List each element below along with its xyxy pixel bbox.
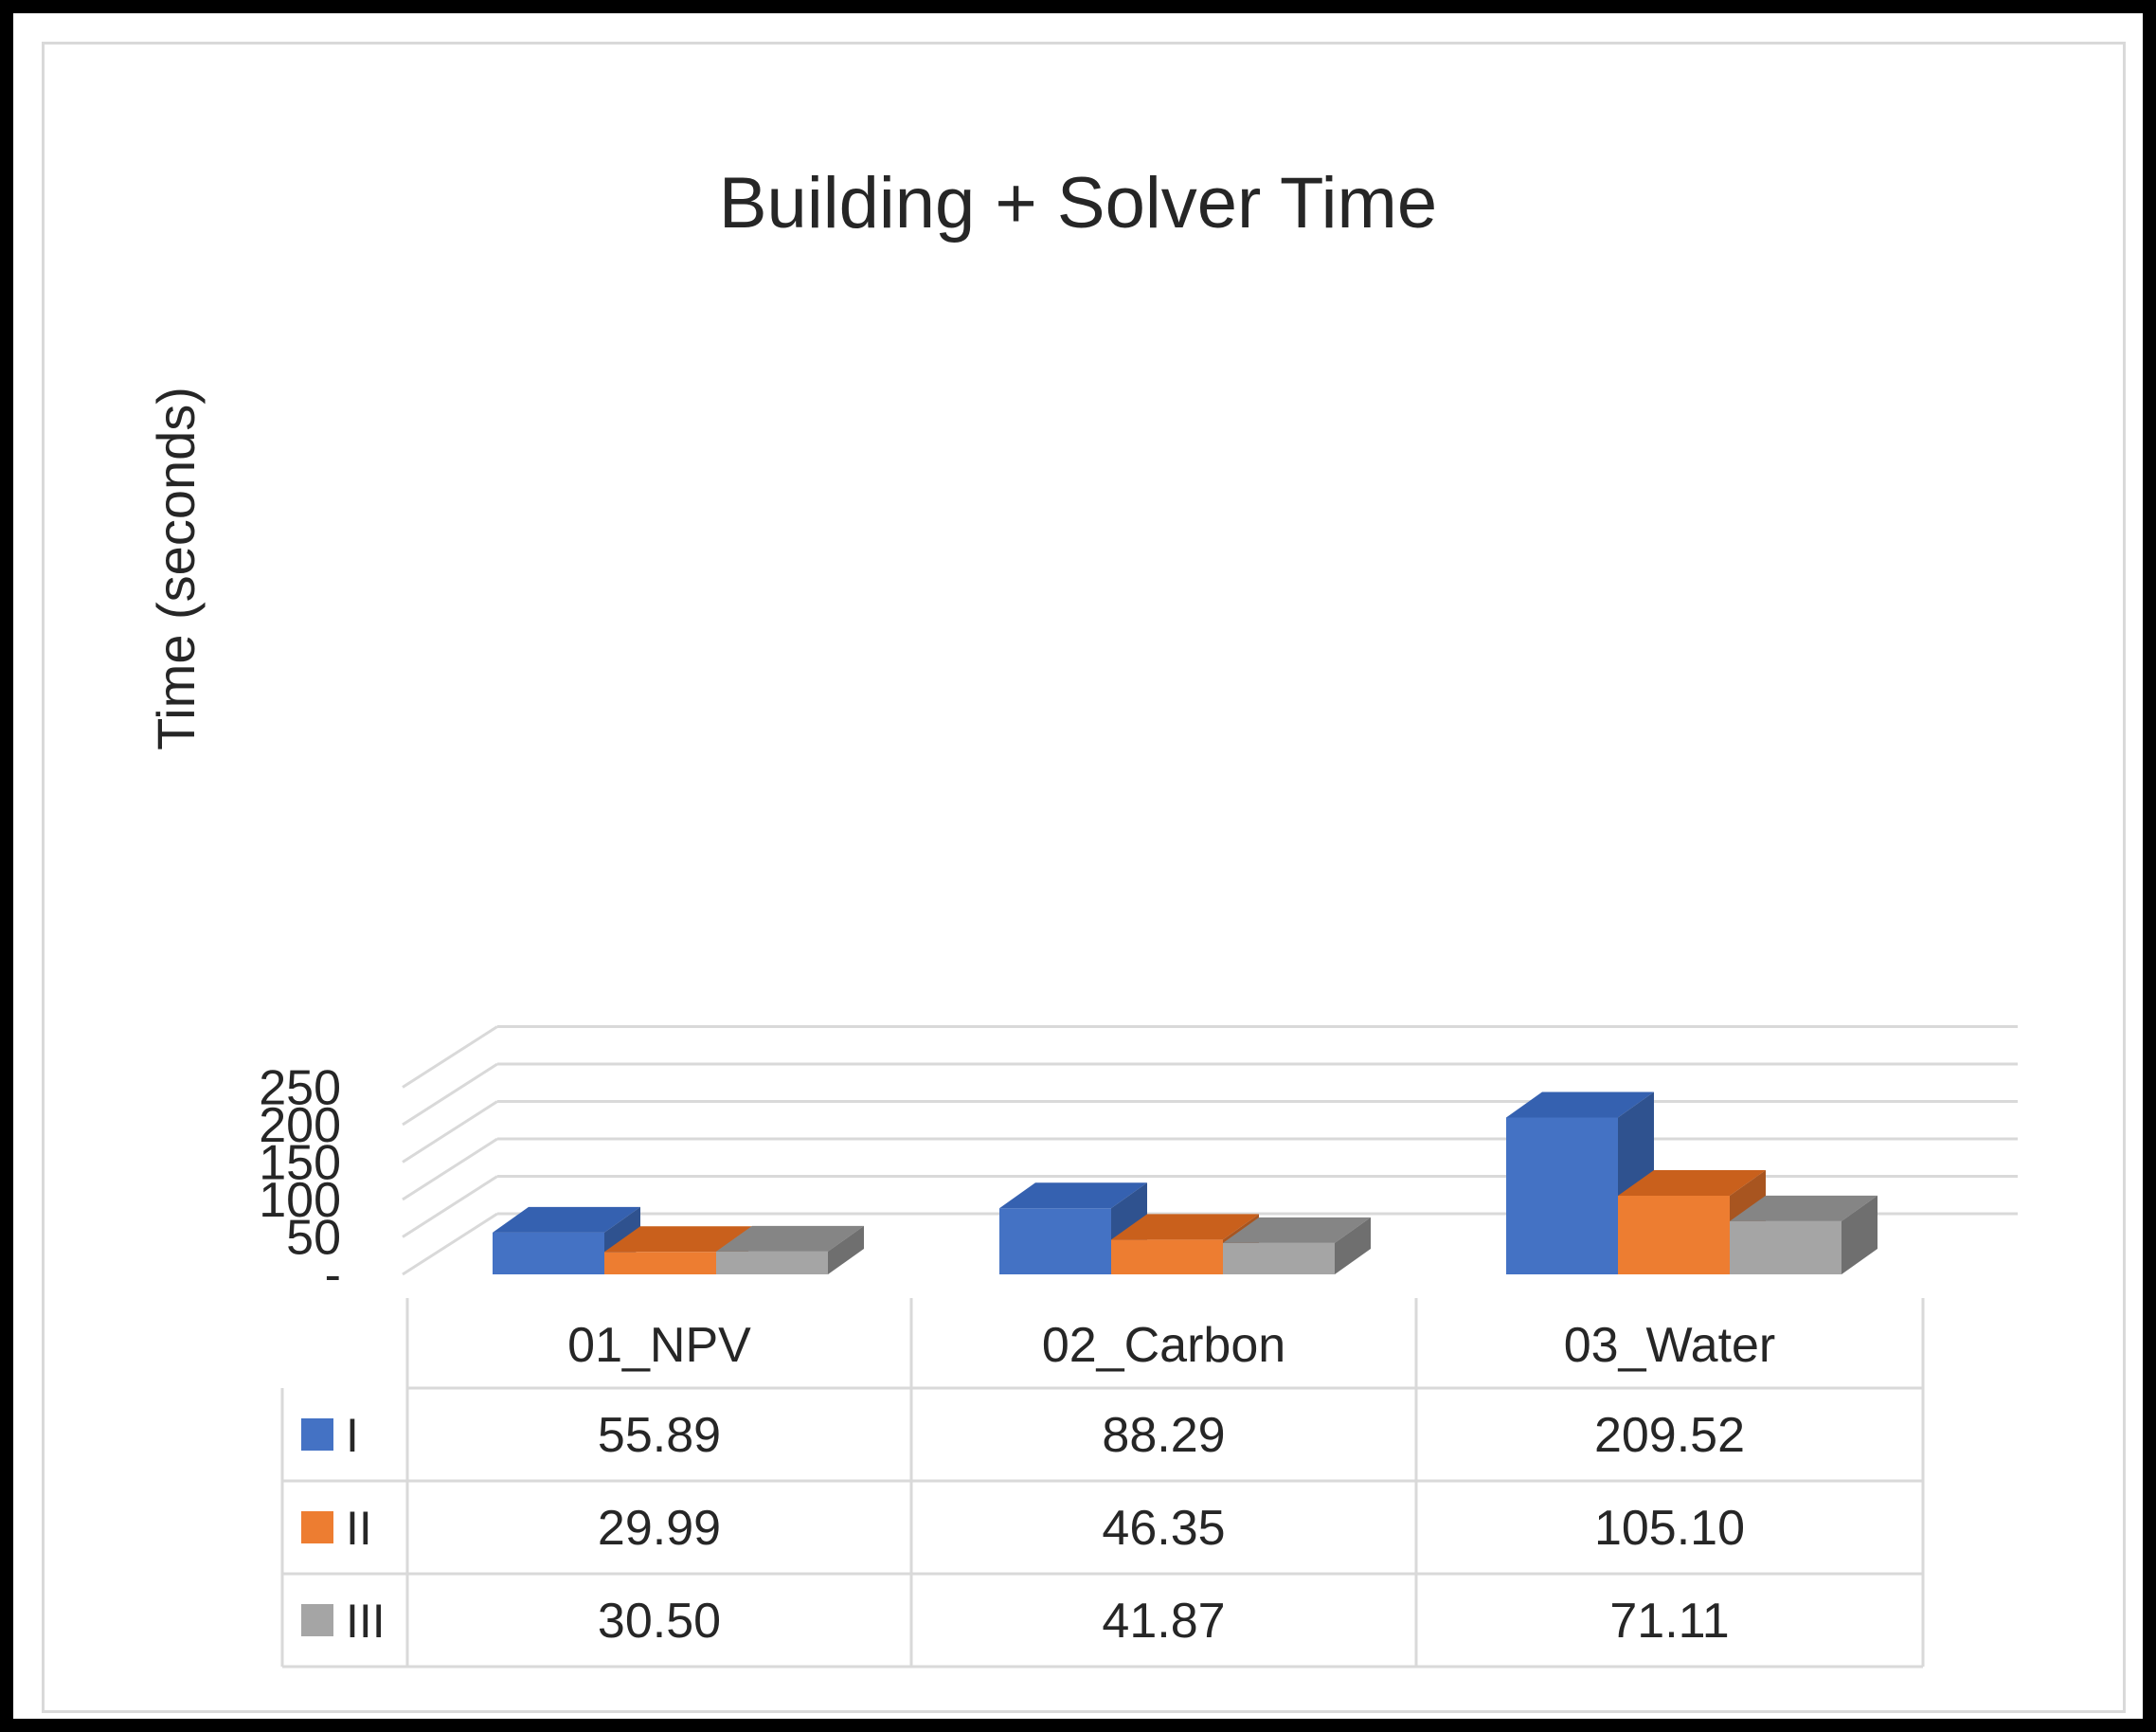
x-category-label: 03_Water	[1564, 1318, 1776, 1373]
bars	[493, 1092, 1878, 1274]
table-cell: 71.11	[1609, 1594, 1729, 1649]
table-cell: 55.89	[598, 1408, 721, 1463]
bar-side	[828, 1225, 864, 1274]
x-category-label: 02_Carbon	[1042, 1318, 1285, 1373]
chart-area	[42, 42, 2126, 1713]
data-table: 01_NPV 02_Carbon 03_Water I 55.89 88.29 209.52…	[280, 1298, 1925, 1669]
bar-top	[1223, 1217, 1371, 1243]
y-tick-label: 100	[259, 1173, 341, 1228]
bar-front	[493, 1232, 604, 1274]
bar-top	[999, 1182, 1147, 1209]
x-category-label: 01_NPV	[567, 1318, 751, 1373]
y-tick-label: 150	[259, 1136, 341, 1191]
bar-III-01_NPV	[716, 1225, 864, 1274]
bar-top	[1111, 1214, 1259, 1240]
legend-swatch	[301, 1418, 333, 1451]
bar-III-02_Carbon	[1223, 1217, 1371, 1274]
table-cell: 105.10	[1594, 1501, 1745, 1556]
bar-top	[1618, 1169, 1766, 1196]
bar-front	[999, 1208, 1111, 1274]
legend-swatch	[301, 1604, 333, 1636]
table-cell: 29.99	[598, 1501, 721, 1556]
table-cell: 46.35	[1102, 1501, 1225, 1556]
bar-top	[604, 1226, 752, 1253]
bar-I-01_NPV	[493, 1206, 640, 1274]
chart-title: Building + Solver Time	[719, 163, 1437, 244]
legend-label: I	[346, 1409, 359, 1462]
bar-front	[604, 1252, 716, 1274]
y-axis-label: Time (seconds)	[146, 387, 206, 750]
table-cell: 30.50	[598, 1594, 721, 1649]
table-cell: 209.52	[1594, 1408, 1745, 1463]
gridline-side	[402, 1062, 498, 1127]
bar-top	[716, 1225, 864, 1252]
bar-top	[1506, 1092, 1654, 1118]
legend-swatch	[301, 1511, 333, 1543]
gridline-side	[402, 1212, 498, 1276]
bar-front	[1618, 1195, 1730, 1274]
bar-side	[1335, 1217, 1371, 1274]
gridline-side	[402, 1137, 498, 1201]
bar-top	[493, 1206, 640, 1233]
bar-III-03_Water	[1730, 1195, 1878, 1274]
gridline-side	[402, 1175, 498, 1238]
bar-front	[716, 1251, 828, 1274]
bar-top	[1730, 1195, 1878, 1221]
y-tick-label: 200	[259, 1098, 341, 1153]
bar-front	[1506, 1117, 1618, 1274]
bar-front	[1223, 1242, 1335, 1274]
gridline-side	[402, 1100, 498, 1164]
y-tick-label: 50	[286, 1211, 341, 1266]
table-cell: 88.29	[1102, 1408, 1225, 1463]
table-cell: 41.87	[1102, 1594, 1225, 1649]
y-tick-label: -	[325, 1248, 341, 1303]
legend-label: III	[346, 1595, 386, 1648]
legend-label: II	[346, 1502, 372, 1555]
bar-front	[1730, 1220, 1842, 1274]
gridline-side	[402, 1025, 498, 1089]
bar-side	[1842, 1195, 1878, 1274]
y-tick-label: 250	[259, 1061, 341, 1116]
bar-front	[1111, 1239, 1223, 1274]
